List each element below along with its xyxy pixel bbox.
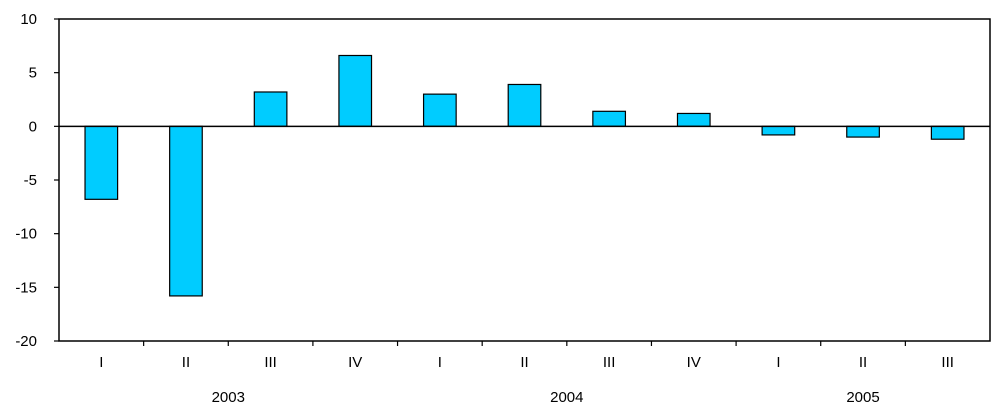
bar [84,125,119,200]
bar [846,125,880,138]
x-tick-label: I [776,354,780,371]
x-tick-label: I [438,354,442,371]
x-tick-label: II [520,354,528,371]
x-group-label: 2004 [550,389,583,406]
bar-series [84,54,965,297]
x-tick-label: II [182,354,190,371]
y-tick-label: 5 [29,65,37,82]
bar [422,93,457,127]
y-tick-label: 0 [29,118,37,135]
y-tick-label: 10 [20,11,37,28]
bar [507,83,542,127]
y-tick-label: -5 [24,172,37,189]
y-tick-label: -10 [15,226,37,243]
x-tick-label: IV [348,354,362,371]
bar [930,125,965,140]
x-tick-label: III [941,354,954,371]
bar [676,112,711,127]
x-tick-label: III [603,354,616,371]
y-tick-label: -20 [15,333,37,350]
x-tick-label: II [859,354,867,371]
bar [169,125,203,297]
plot-area [58,18,991,342]
bar [253,91,288,127]
x-tick-label: III [264,354,277,371]
bar [761,125,796,136]
x-tick-label: I [99,354,103,371]
bar [592,110,627,127]
x-tick-label: IV [687,354,701,371]
x-group-label: 2003 [212,389,245,406]
y-axis: 10 5 0 -5 -10 -15 -20 [15,11,59,350]
y-tick-label: -15 [15,279,37,296]
bar [338,54,373,127]
x-group-label: 2005 [846,389,879,406]
